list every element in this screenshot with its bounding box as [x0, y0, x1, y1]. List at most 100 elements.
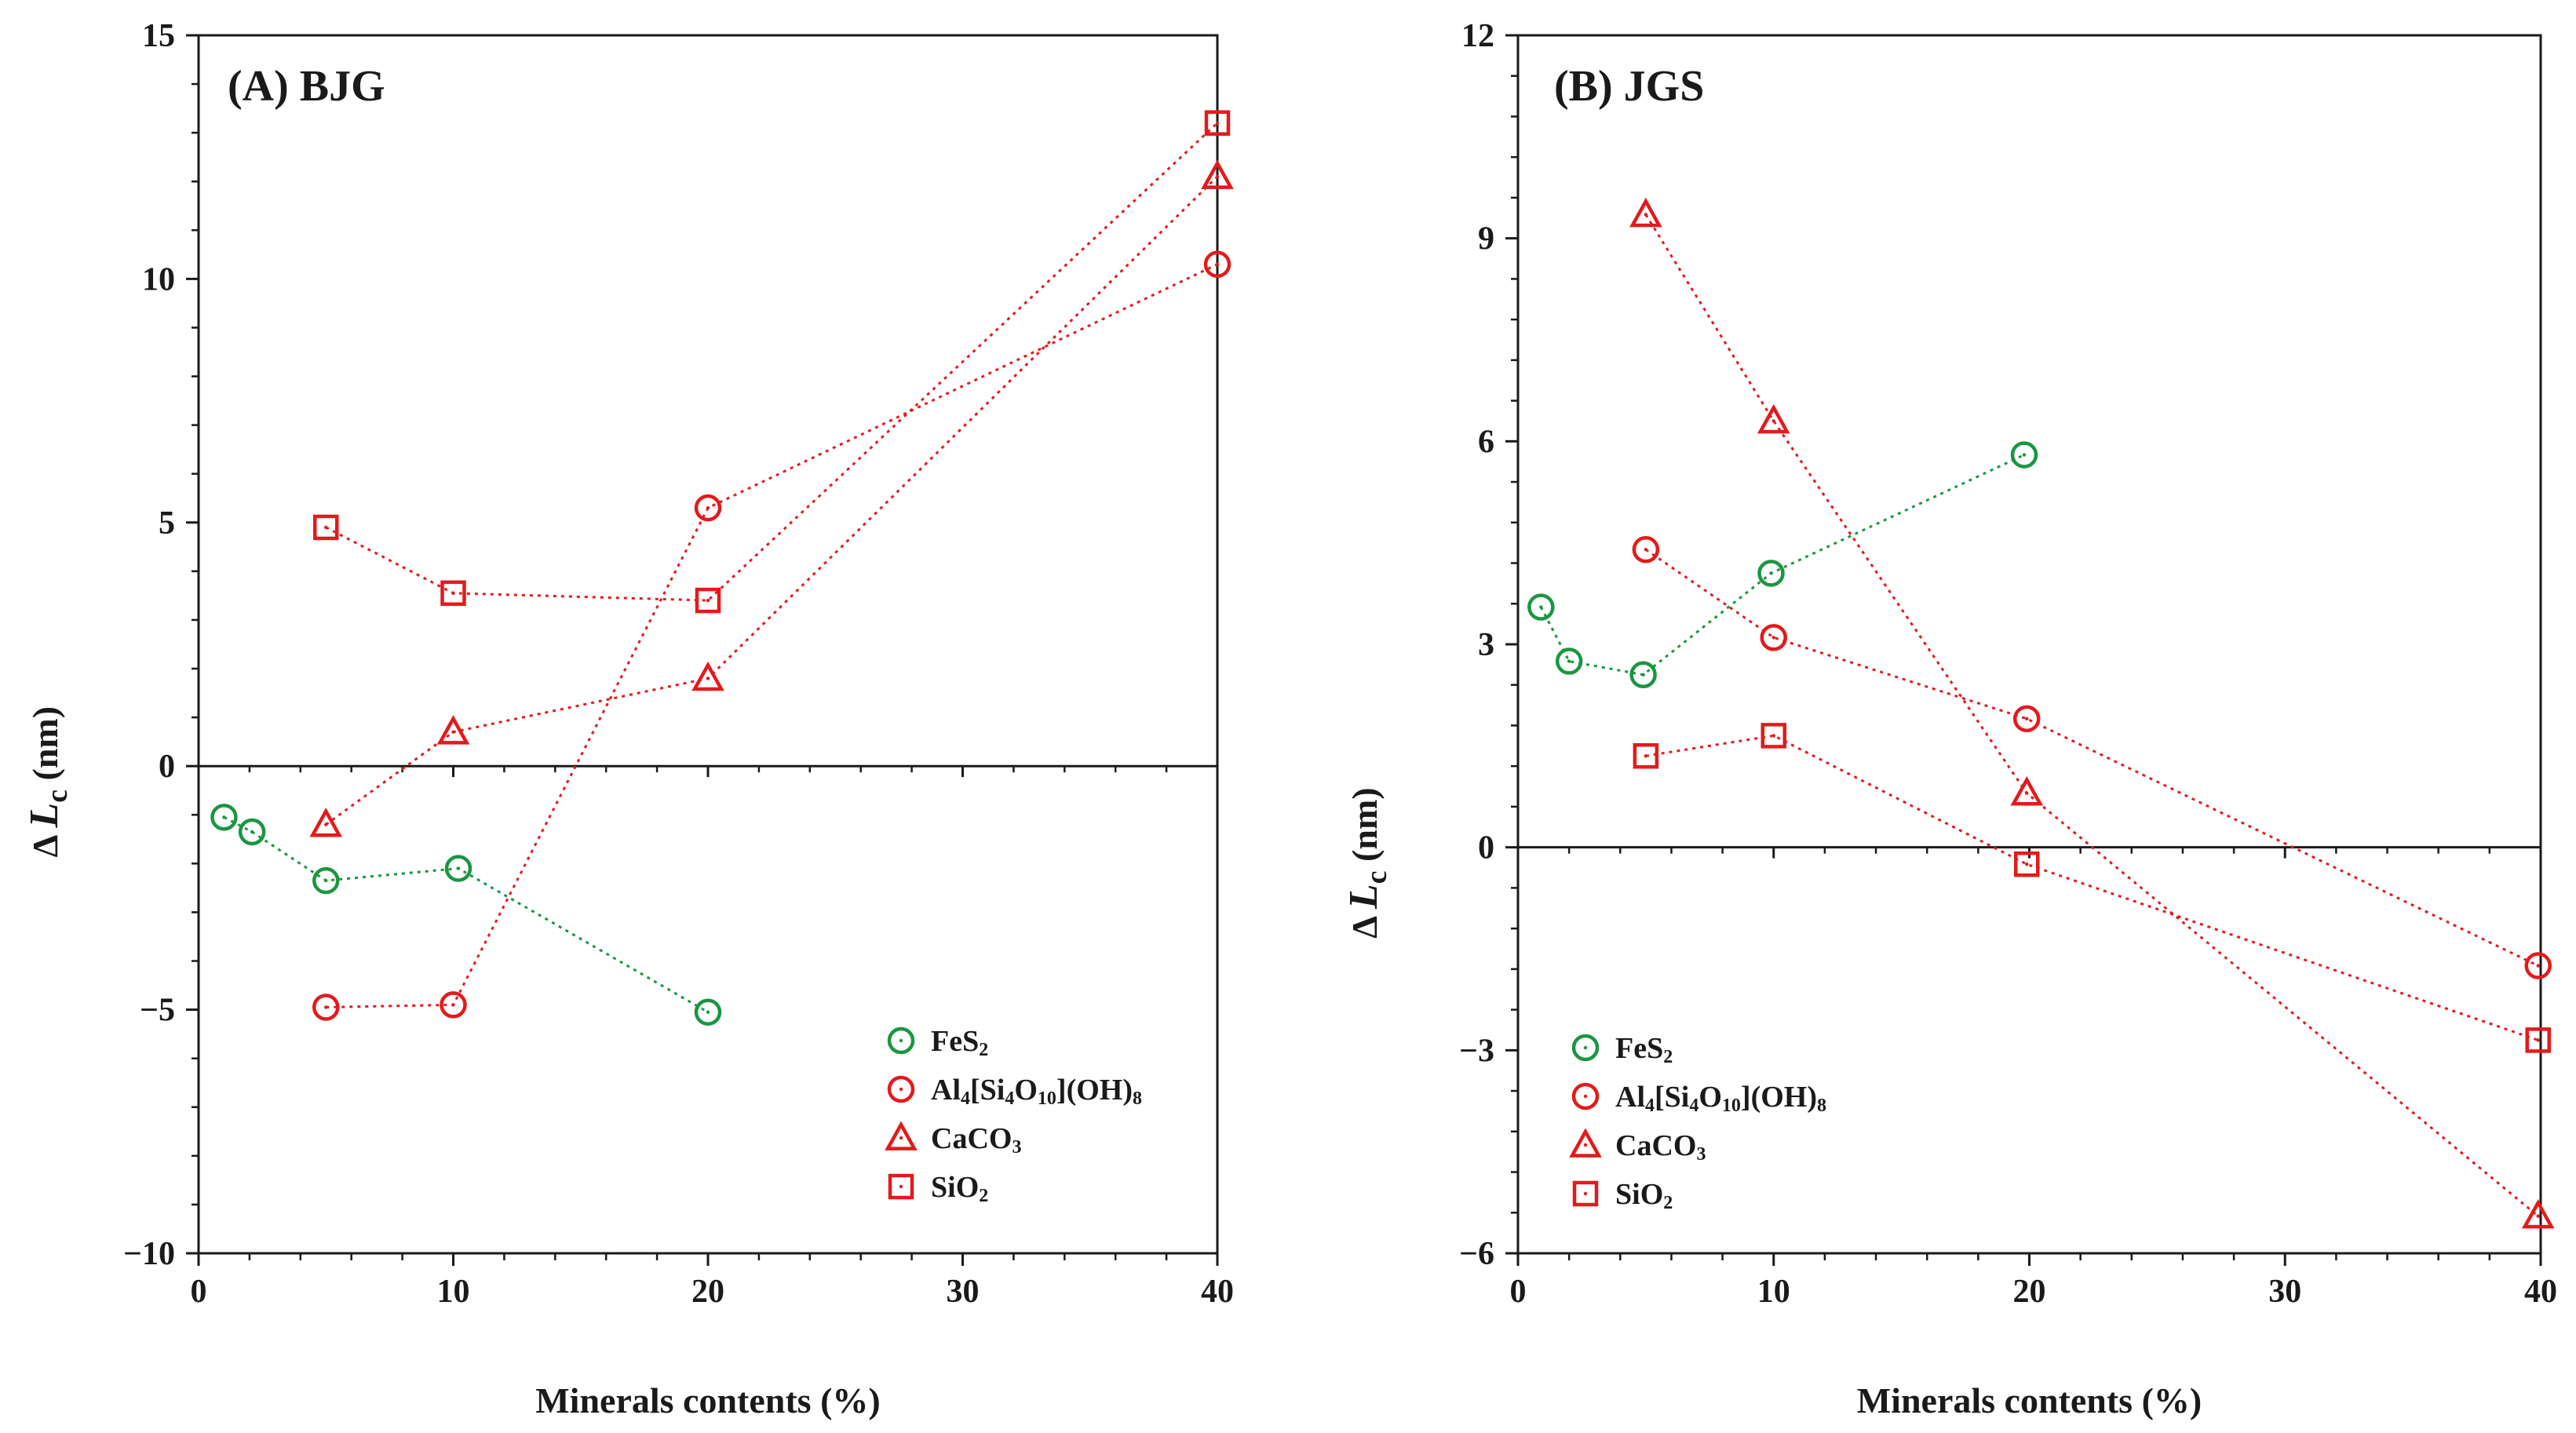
- series-line: [1644, 213, 2539, 1217]
- data-point: [444, 855, 473, 882]
- data-point: [1760, 624, 1787, 651]
- data-point: [1527, 593, 1555, 621]
- plot-frame: [197, 34, 1219, 1255]
- legend-marker: [888, 1173, 914, 1200]
- data-point-center: [324, 525, 328, 530]
- legend-label: Al4[Si4O10](OH)8: [931, 1074, 1142, 1109]
- series-line: [223, 816, 709, 1014]
- data-point-center: [250, 830, 254, 834]
- legend-label: SiO2: [1615, 1178, 1673, 1213]
- data-point-center: [324, 878, 328, 883]
- x-tick-label: 10: [437, 1274, 470, 1310]
- panel-a: −10 −5 0 5 10 15 0 10 20 30 40 (A) BJG Minerals cont…: [22, 18, 1234, 1420]
- legend-label: FeS2: [931, 1025, 988, 1060]
- y-tick-label: −6: [1459, 1236, 1494, 1272]
- data-point: [1629, 661, 1657, 689]
- series-line: [1539, 454, 2025, 676]
- legend-marker-center: [1583, 1045, 1588, 1050]
- data-point-center: [222, 815, 226, 819]
- x-axis-title: Minerals contents (%): [1857, 1380, 2202, 1420]
- data-point: [2013, 851, 2040, 877]
- data-point-center: [451, 730, 455, 734]
- panel-title: (A) BJG: [228, 62, 385, 111]
- data-point: [238, 818, 266, 846]
- series-line: [1645, 734, 2539, 1041]
- data-point-center: [1771, 636, 1775, 640]
- y-tick-label: −5: [140, 993, 175, 1029]
- data-point-center: [1769, 571, 1773, 575]
- data-point: [1201, 159, 1234, 189]
- series-line: [325, 122, 1219, 602]
- data-point-center: [1644, 754, 1648, 758]
- data-point-center: [1771, 734, 1775, 738]
- data-point-center: [451, 591, 455, 596]
- data-point: [313, 514, 339, 541]
- panel-title: (B) JGS: [1554, 62, 1704, 111]
- data-point-center: [324, 1005, 328, 1009]
- data-point-center: [1539, 605, 1543, 609]
- data-point: [210, 804, 238, 831]
- x-tick-label: 20: [2013, 1274, 2046, 1310]
- x-tick-label: 30: [947, 1274, 980, 1310]
- data-point-center: [2025, 791, 2029, 795]
- data-point: [2521, 1198, 2555, 1229]
- data-point-center: [706, 1010, 710, 1014]
- data-point-center: [1215, 262, 1220, 266]
- legend-marker-center: [1583, 1191, 1588, 1196]
- series-line: [1645, 549, 2539, 967]
- plot-frame: [1516, 34, 2542, 1255]
- data-point-center: [2536, 1038, 2540, 1042]
- data-point: [2012, 705, 2041, 733]
- data-point-center: [2536, 1214, 2540, 1218]
- data-point: [1757, 560, 1785, 587]
- data-point: [440, 580, 466, 607]
- data-point: [1632, 536, 1660, 563]
- data-point: [1203, 250, 1231, 279]
- legend-marker: [1571, 1082, 1600, 1110]
- data-point: [691, 661, 724, 691]
- legend-marker-center: [1583, 1143, 1588, 1147]
- y-tick-label: −3: [1459, 1033, 1494, 1069]
- data-point: [1629, 197, 1662, 228]
- legend-marker: [1571, 1034, 1600, 1062]
- data-point-center: [456, 866, 461, 870]
- data-point-center: [2025, 862, 2029, 866]
- y-tick-label: 15: [142, 18, 175, 54]
- data-point: [436, 715, 470, 745]
- x-tick-label: 0: [191, 1274, 207, 1310]
- series-line: [326, 263, 1218, 1008]
- y-tick-label: 6: [1478, 424, 1494, 460]
- data-point-center: [2536, 964, 2540, 968]
- data-point: [1204, 110, 1231, 136]
- legend-marker: [887, 1026, 915, 1055]
- data-point: [440, 991, 467, 1019]
- legend-marker-center: [1583, 1094, 1588, 1099]
- data-point: [2525, 1027, 2551, 1053]
- x-tick-label: 20: [691, 1274, 724, 1310]
- data-point-center: [1215, 121, 1220, 125]
- data-point-center: [1771, 419, 1775, 423]
- y-axis-title: Δ Lc (nm): [1341, 787, 1393, 939]
- y-axis-title: Δ Lc (nm): [22, 706, 74, 857]
- data-point-center: [706, 598, 710, 603]
- legend-marker: [887, 1075, 915, 1103]
- data-point: [1757, 403, 1790, 434]
- legend-marker: [1572, 1180, 1599, 1207]
- legend-marker: [885, 1121, 918, 1150]
- legend-label: SiO2: [931, 1171, 988, 1206]
- x-tick-label: 40: [2524, 1274, 2557, 1310]
- data-point: [2010, 441, 2038, 469]
- data-point-center: [1644, 213, 1648, 217]
- legend-label: FeS2: [1615, 1032, 1673, 1067]
- data-point: [1555, 647, 1583, 675]
- panel-b: −6 −3 0 3 6 9 12 0 10 20 30 40 (B) JGS Minerals conte…: [1341, 18, 2557, 1420]
- data-point: [309, 808, 343, 837]
- data-point: [312, 866, 340, 895]
- data-point: [312, 994, 340, 1021]
- data-point-center: [1641, 673, 1645, 676]
- y-tick-label: 3: [1478, 627, 1494, 663]
- data-point-center: [2022, 453, 2027, 457]
- legend-label: Al4[Si4O10](OH)8: [1615, 1081, 1826, 1116]
- data-point: [1761, 723, 1786, 749]
- y-tick-label: 5: [159, 505, 175, 541]
